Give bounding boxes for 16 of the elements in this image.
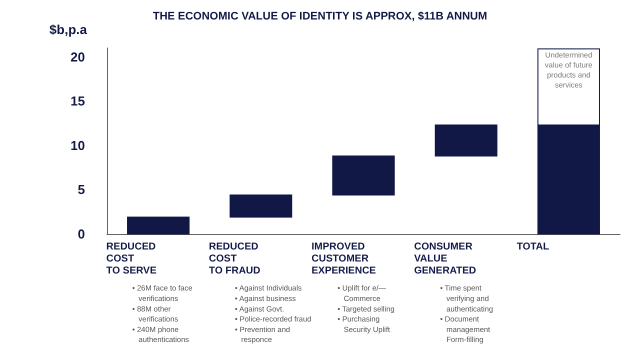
y-tick-label: 0: [78, 226, 85, 242]
bar: [230, 194, 292, 218]
bar: [434, 124, 498, 157]
bar: [127, 216, 190, 234]
x-tick-label: TOTAL: [516, 242, 550, 252]
x-tick-label: REDUCED COST TO FRAUD: [208, 242, 260, 276]
x-tick-label: REDUCED COST TO SERVE: [106, 242, 157, 276]
y-tick-label: 10: [70, 138, 85, 153]
y-tick-label: 5: [78, 182, 85, 198]
bar: [332, 156, 395, 196]
y-axis-title: $b,p.a: [49, 22, 88, 37]
chart-title: THE ECONOMIC VALUE OF IDENTITY IS APPROX, $11B ANNUM: [152, 10, 488, 22]
y-tick-label: 20: [70, 49, 85, 64]
y-tick-label: 15: [70, 94, 85, 109]
x-tick-label: CONSUMER VALUE GENERATED: [414, 242, 476, 276]
x-tick-label: IMPROVED CUSTOMER EXPERIENCE: [312, 242, 376, 276]
